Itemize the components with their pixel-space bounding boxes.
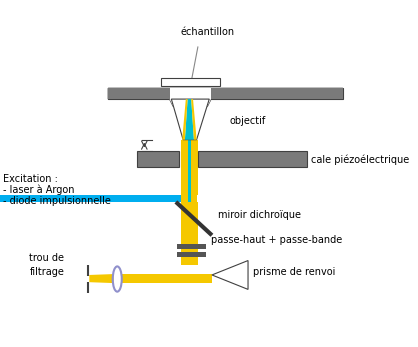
Text: - diode impulsionnelle: - diode impulsionnelle <box>3 196 111 206</box>
Bar <box>108 88 170 99</box>
Bar <box>181 140 199 202</box>
Bar <box>170 88 211 99</box>
Bar <box>196 195 418 202</box>
Polygon shape <box>108 88 343 106</box>
Polygon shape <box>191 99 196 140</box>
Bar <box>161 78 220 86</box>
Polygon shape <box>212 261 248 289</box>
Text: objectif: objectif <box>230 116 266 126</box>
Text: cale piézoélectrique: cale piézoélectrique <box>311 154 409 165</box>
Polygon shape <box>171 99 209 140</box>
Text: passe-haut + passe-bande: passe-haut + passe-bande <box>211 235 342 245</box>
Bar <box>188 140 191 202</box>
Text: échantillon: échantillon <box>181 27 234 37</box>
Polygon shape <box>89 274 114 283</box>
Bar <box>108 88 343 99</box>
Text: Excitation :: Excitation : <box>3 174 58 184</box>
Bar <box>177 244 206 249</box>
Polygon shape <box>170 99 211 106</box>
Bar <box>181 202 199 265</box>
Bar <box>122 274 212 283</box>
Text: prisme de renvoi: prisme de renvoi <box>252 267 335 277</box>
Bar <box>137 151 178 167</box>
Polygon shape <box>182 99 188 140</box>
Text: - laser à Argon: - laser à Argon <box>3 185 74 195</box>
Polygon shape <box>185 99 194 140</box>
Text: miroir dichroïque: miroir dichroïque <box>218 210 301 220</box>
Bar <box>211 88 343 99</box>
Bar <box>177 252 206 257</box>
Bar <box>199 151 307 167</box>
Text: trou de
filtrage: trou de filtrage <box>29 253 64 277</box>
Bar <box>0 195 379 202</box>
